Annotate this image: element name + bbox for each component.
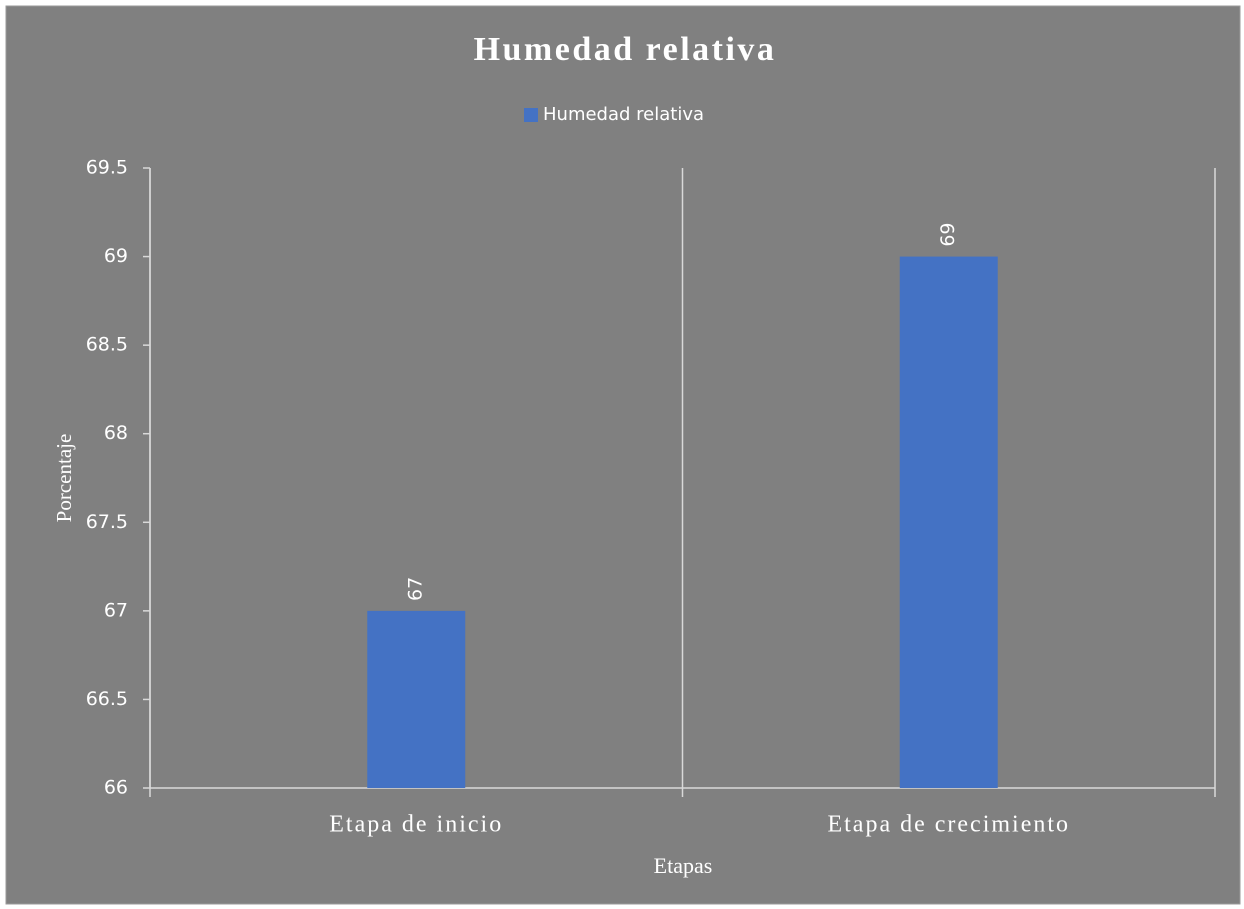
data-label: 67 xyxy=(405,577,427,601)
x-axis-label: Etapas xyxy=(654,853,713,878)
chart-title: Humedad relativa xyxy=(474,31,777,68)
bar xyxy=(899,256,998,789)
bar xyxy=(367,610,466,788)
x-tick-label: Etapa de crecimiento xyxy=(827,812,1070,838)
y-tick-label: 67.5 xyxy=(86,511,128,533)
y-tick-label: 66 xyxy=(104,777,128,799)
legend-swatch xyxy=(524,108,538,122)
y-tick-label: 68 xyxy=(104,422,128,444)
y-tick-label: 67 xyxy=(104,599,128,621)
y-tick-label: 69 xyxy=(104,245,128,267)
data-label: 69 xyxy=(937,222,959,246)
y-tick-label: 68.5 xyxy=(86,334,128,356)
y-tick-label: 66.5 xyxy=(86,688,128,710)
x-tick-label: Etapa de inicio xyxy=(329,812,503,838)
legend-label: Humedad relativa xyxy=(543,104,704,125)
y-axis-label: Porcentaje xyxy=(52,434,76,523)
chart-background xyxy=(5,5,1241,905)
y-tick-label: 69.5 xyxy=(86,157,128,179)
